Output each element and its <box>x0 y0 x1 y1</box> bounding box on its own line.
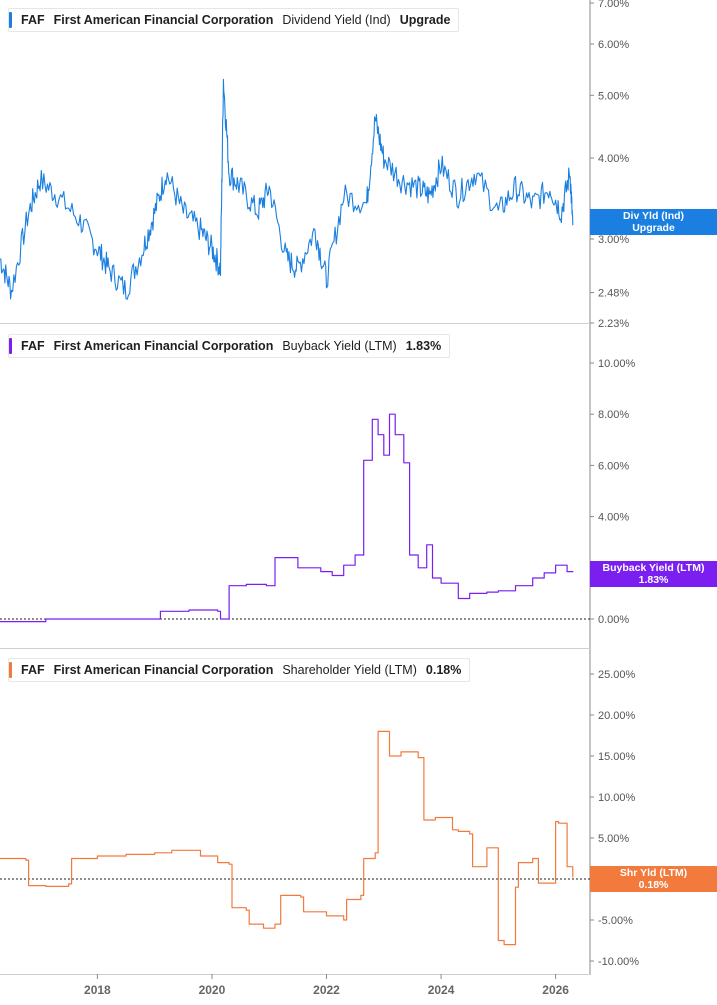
series-color-swatch <box>9 662 12 678</box>
y-tick-label: 0.00% <box>598 614 629 626</box>
last-value-tag-shareholder-yield: Shr Yld (LTM) 0.18% <box>590 866 717 892</box>
legend-metric: Buyback Yield (LTM) <box>282 339 397 353</box>
tag-label: Div Yld (Ind) <box>622 210 685 222</box>
series-line-2 <box>0 413 574 623</box>
x-tick-label: 2026 <box>542 983 569 997</box>
y-tick-label: 8.00% <box>598 409 629 421</box>
legend-metric: Shareholder Yield (LTM) <box>282 663 417 677</box>
panel-legend-shareholder-yield[interactable]: FAF First American Financial Corporation… <box>8 658 471 682</box>
series-line-1 <box>0 78 574 300</box>
panel-legend-buyback-yield[interactable]: FAF First American Financial Corporation… <box>8 334 451 358</box>
panel-2-plot: 10.00% 8.00% 6.00% 4.00% 0.00% <box>0 358 636 626</box>
last-value-tag-buyback-yield: Buyback Yield (LTM) 1.83% <box>590 561 717 587</box>
y-tick-label: 20.00% <box>598 710 636 722</box>
legend-ticker: FAF <box>21 13 45 27</box>
tag-value: 1.83% <box>638 574 669 586</box>
y-tick-label: 25.00% <box>598 669 636 681</box>
legend-value[interactable]: Upgrade <box>399 13 451 27</box>
y-tick-label: 6.00% <box>598 39 629 51</box>
y-tick-label: 10.00% <box>598 358 636 370</box>
series-color-swatch <box>9 338 12 354</box>
x-tick-label: 2024 <box>428 983 455 997</box>
y-tick-label: 10.00% <box>598 792 636 804</box>
y-tick-label: -5.00% <box>598 915 633 927</box>
legend-value: 0.18% <box>425 663 462 677</box>
x-tick-label: 2020 <box>199 983 226 997</box>
legend-company: First American Financial Corporation <box>53 339 274 353</box>
y-tick-label: 5.00% <box>598 833 629 845</box>
y-tick-label: 5.00% <box>598 90 629 102</box>
series-line-3 <box>0 730 574 946</box>
tag-value: 0.18% <box>638 879 669 891</box>
x-tick-label: 2022 <box>313 983 340 997</box>
legend-ticker: FAF <box>21 339 45 353</box>
y-tick-label: -10.00% <box>598 956 639 968</box>
y-tick-label: 15.00% <box>598 751 636 763</box>
y-tick-label: 2.48% <box>598 288 629 300</box>
tag-label: Shr Yld (LTM) <box>619 867 688 879</box>
legend-ticker: FAF <box>21 663 45 677</box>
panel-1-plot: 7.00% 6.00% 5.00% 4.00% 3.00% 2.48% 2.23% <box>0 0 629 330</box>
tag-value: Upgrade <box>632 222 675 234</box>
legend-metric: Dividend Yield (Ind) <box>282 13 391 27</box>
y-tick-label: 4.00% <box>598 153 629 165</box>
y-tick-label: 7.00% <box>598 0 629 10</box>
y-tick-label: 3.00% <box>598 234 629 246</box>
series-color-swatch <box>9 12 12 28</box>
panel-3-plot: 25.00%20.00%15.00%10.00%5.00%0.00%-5.00%… <box>0 669 639 968</box>
y-tick-label: 6.00% <box>598 460 629 472</box>
tag-label: Buyback Yield (LTM) <box>602 562 705 574</box>
panel-legend-dividend-yield[interactable]: FAF First American Financial Corporation… <box>8 8 460 32</box>
y-tick-label: 4.00% <box>598 512 629 524</box>
last-value-tag-dividend-yield: Div Yld (Ind) Upgrade <box>590 209 717 235</box>
legend-company: First American Financial Corporation <box>53 663 274 677</box>
legend-value: 1.83% <box>405 339 442 353</box>
x-tick-label: 2018 <box>84 983 111 997</box>
y-tick-label: 2.23% <box>598 318 629 330</box>
legend-company: First American Financial Corporation <box>53 13 274 27</box>
